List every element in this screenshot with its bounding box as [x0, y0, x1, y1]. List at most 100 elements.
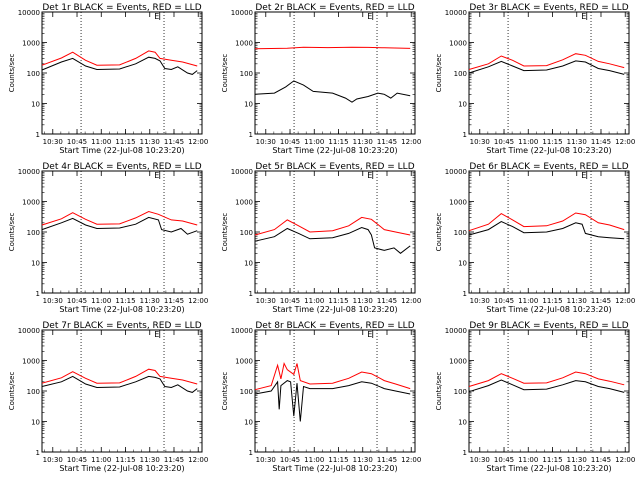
x-tick-label: 12:00 [401, 138, 421, 146]
y-tick-label: 100 [454, 388, 467, 396]
y-tick-label: 100 [454, 70, 467, 78]
x-tick-label: 12:00 [401, 297, 421, 305]
x-tick-label: 11:00 [91, 138, 111, 146]
y-axis-label: Counts/sec [435, 54, 443, 93]
y-tick-label: 1 [463, 449, 467, 457]
x-tick-label: 10:45 [67, 138, 87, 146]
x-tick-label: 11:30 [567, 456, 587, 464]
y-tick-label: 100 [454, 229, 467, 237]
y-tick-label: 100 [27, 388, 40, 396]
x-tick-label: 11:15 [542, 138, 562, 146]
x-tick-label: 11:00 [518, 297, 538, 305]
y-tick-label: 1000 [22, 358, 40, 366]
x-tick-label: 10:45 [494, 138, 514, 146]
y-tick-label: 100 [27, 70, 40, 78]
x-tick-label: 10:30 [470, 138, 490, 146]
panel-title: Det 8r BLACK = Events, RED = LLD [255, 321, 414, 331]
x-tick-label: 10:30 [470, 297, 490, 305]
marker-label: E [154, 12, 159, 21]
y-tick-label: 10000 [445, 168, 467, 176]
x-tick-label: 10:30 [470, 456, 490, 464]
x-tick-label: 10:45 [494, 297, 514, 305]
y-tick-label: 1 [249, 131, 253, 139]
panel-title: Det 5r BLACK = Events, RED = LLD [255, 162, 414, 172]
x-tick-label: 12:00 [615, 456, 635, 464]
series-lld-line [254, 216, 411, 236]
x-tick-label: 11:15 [328, 138, 348, 146]
x-tick-label: 11:45 [164, 138, 184, 146]
y-tick-label: 1000 [22, 199, 40, 207]
y-tick-label: 10000 [445, 9, 467, 17]
x-tick-label: 10:30 [256, 456, 276, 464]
series-events-line [41, 56, 198, 75]
series-events-line [254, 226, 411, 254]
x-tick-label: 11:15 [115, 456, 135, 464]
marker-label: E [154, 171, 159, 180]
x-tick-label: 11:30 [567, 138, 587, 146]
x-axis-label: Start Time (22-Jul-08 10:23:20) [59, 146, 184, 155]
x-tick-label: 10:45 [280, 297, 300, 305]
x-tick-label: 11:00 [518, 456, 538, 464]
x-tick-label: 11:00 [91, 297, 111, 305]
x-tick-label: 11:30 [353, 456, 373, 464]
y-tick-label: 1 [463, 131, 467, 139]
x-tick-label: 10:45 [280, 456, 300, 464]
y-tick-label: 10 [31, 260, 40, 268]
x-tick-label: 11:45 [377, 297, 397, 305]
series-lld-line [254, 362, 411, 391]
x-tick-label: 11:45 [591, 138, 611, 146]
x-tick-label: 11:00 [518, 138, 538, 146]
x-tick-label: 11:00 [91, 456, 111, 464]
x-tick-label: 12:00 [615, 297, 635, 305]
y-tick-label: 1000 [22, 40, 40, 48]
panel-title: Det 2r BLACK = Events, RED = LLD [255, 3, 414, 13]
x-tick-label: 11:45 [377, 456, 397, 464]
y-tick-label: 1 [463, 290, 467, 298]
series-events-line [468, 221, 625, 240]
series-lld-line [468, 212, 625, 232]
y-tick-label: 10 [31, 101, 40, 109]
x-tick-label: 11:30 [353, 138, 373, 146]
y-axis-label: Counts/sec [221, 54, 229, 93]
y-tick-label: 1 [249, 290, 253, 298]
y-tick-label: 1000 [449, 40, 467, 48]
y-tick-label: 10 [458, 419, 467, 427]
x-tick-label: 12:00 [188, 138, 208, 146]
y-tick-label: 10000 [18, 327, 40, 335]
marker-label: E [581, 330, 586, 339]
x-axis-label: Start Time (22-Jul-08 10:23:20) [486, 464, 611, 473]
panel-title: Det 9r BLACK = Events, RED = LLD [469, 321, 628, 331]
series-events-line [41, 216, 198, 235]
x-tick-label: 10:45 [67, 297, 87, 305]
x-tick-label: 11:45 [164, 297, 184, 305]
x-tick-label: 10:30 [43, 297, 63, 305]
x-tick-label: 11:30 [567, 297, 587, 305]
x-axis-label: Start Time (22-Jul-08 10:23:20) [486, 146, 611, 155]
y-axis-label: Counts/sec [8, 213, 16, 252]
x-tick-label: 11:15 [328, 297, 348, 305]
panel-title: Det 7r BLACK = Events, RED = LLD [42, 321, 201, 331]
x-tick-label: 12:00 [615, 138, 635, 146]
y-tick-label: 10 [458, 260, 467, 268]
x-tick-label: 10:45 [67, 456, 87, 464]
x-tick-label: 10:45 [280, 138, 300, 146]
x-tick-label: 11:00 [304, 297, 324, 305]
x-tick-label: 11:15 [542, 456, 562, 464]
x-tick-label: 11:45 [164, 456, 184, 464]
x-tick-label: 11:00 [304, 456, 324, 464]
y-axis-label: Counts/sec [8, 54, 16, 93]
y-tick-label: 1 [36, 131, 40, 139]
y-tick-label: 10000 [231, 9, 253, 17]
y-tick-label: 1000 [235, 40, 253, 48]
y-tick-label: 10000 [231, 327, 253, 335]
y-axis-label: Counts/sec [435, 372, 443, 411]
x-axis-label: Start Time (22-Jul-08 10:23:20) [272, 305, 397, 314]
x-tick-label: 12:00 [188, 297, 208, 305]
series-events-line [254, 380, 411, 422]
